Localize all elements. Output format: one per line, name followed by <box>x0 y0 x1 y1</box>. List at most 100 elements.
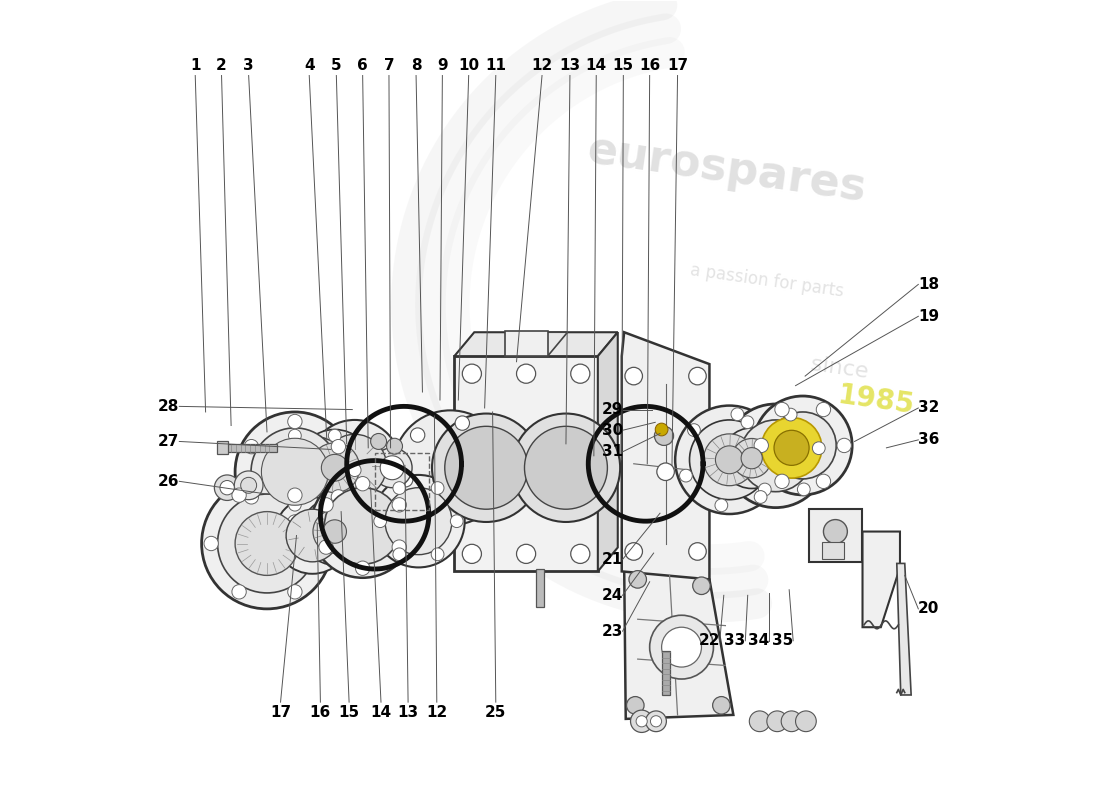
Circle shape <box>331 439 345 454</box>
Bar <box>505 330 548 356</box>
Polygon shape <box>454 332 618 356</box>
Text: 21: 21 <box>602 552 623 567</box>
Circle shape <box>657 463 674 481</box>
Circle shape <box>689 367 706 385</box>
Circle shape <box>393 410 508 525</box>
Circle shape <box>636 716 647 727</box>
Bar <box>217 442 228 454</box>
Circle shape <box>431 506 446 520</box>
Text: 13: 13 <box>560 58 581 73</box>
Circle shape <box>769 412 836 479</box>
Circle shape <box>715 446 744 474</box>
Circle shape <box>517 544 536 563</box>
Bar <box>822 542 844 559</box>
Circle shape <box>329 498 341 511</box>
Text: 2: 2 <box>217 58 227 73</box>
Circle shape <box>393 548 406 561</box>
Circle shape <box>755 438 769 453</box>
Circle shape <box>741 447 762 469</box>
Text: 17: 17 <box>270 705 292 720</box>
Circle shape <box>571 454 590 474</box>
Circle shape <box>784 408 798 421</box>
Text: 7: 7 <box>384 58 394 73</box>
Text: 24: 24 <box>602 588 623 603</box>
Polygon shape <box>505 332 568 356</box>
Text: 22: 22 <box>698 634 720 648</box>
Circle shape <box>755 490 767 503</box>
Circle shape <box>476 494 491 508</box>
Circle shape <box>487 449 503 463</box>
Text: 6: 6 <box>358 58 368 73</box>
Circle shape <box>732 438 771 478</box>
Circle shape <box>754 396 853 495</box>
Bar <box>314 529 337 558</box>
Polygon shape <box>810 510 861 562</box>
Circle shape <box>241 478 256 494</box>
Circle shape <box>319 540 333 554</box>
Circle shape <box>767 438 779 450</box>
Circle shape <box>517 364 536 383</box>
Text: 8: 8 <box>410 58 421 73</box>
Text: 19: 19 <box>918 309 939 324</box>
Circle shape <box>323 520 346 543</box>
Circle shape <box>625 367 642 385</box>
Text: 12: 12 <box>531 58 552 73</box>
Circle shape <box>297 430 373 506</box>
Circle shape <box>571 544 590 563</box>
Circle shape <box>235 512 299 575</box>
Circle shape <box>267 422 363 518</box>
Text: 33: 33 <box>724 634 746 648</box>
Circle shape <box>462 454 482 474</box>
Circle shape <box>385 488 452 554</box>
Circle shape <box>656 423 668 436</box>
Circle shape <box>689 542 706 560</box>
Text: 16: 16 <box>639 58 660 73</box>
Circle shape <box>654 426 673 446</box>
Circle shape <box>431 482 444 494</box>
Polygon shape <box>624 563 734 719</box>
Text: 36: 36 <box>918 432 939 447</box>
Text: 12: 12 <box>426 705 448 720</box>
Circle shape <box>774 474 789 489</box>
Text: 5: 5 <box>331 58 342 73</box>
Circle shape <box>288 488 302 502</box>
Bar <box>454 356 597 571</box>
Circle shape <box>795 711 816 732</box>
Text: 1985: 1985 <box>836 381 916 419</box>
Circle shape <box>301 498 368 565</box>
Text: 18: 18 <box>918 277 939 292</box>
Circle shape <box>741 416 754 429</box>
Circle shape <box>381 456 404 480</box>
Circle shape <box>630 710 652 733</box>
Bar <box>375 453 429 510</box>
Circle shape <box>724 404 827 508</box>
Text: 34: 34 <box>748 634 770 648</box>
Circle shape <box>235 412 354 531</box>
Circle shape <box>201 478 332 609</box>
Circle shape <box>444 426 528 510</box>
Circle shape <box>386 438 403 454</box>
Circle shape <box>431 548 444 561</box>
Bar <box>537 569 544 607</box>
Circle shape <box>311 474 415 578</box>
Circle shape <box>251 428 339 515</box>
Circle shape <box>824 519 847 543</box>
Circle shape <box>781 711 802 732</box>
Circle shape <box>767 711 788 732</box>
Circle shape <box>319 498 333 512</box>
Circle shape <box>774 430 810 466</box>
Polygon shape <box>862 531 900 627</box>
Circle shape <box>410 428 425 442</box>
Text: 29: 29 <box>602 402 623 417</box>
Circle shape <box>837 438 851 453</box>
Text: 13: 13 <box>397 705 419 720</box>
Circle shape <box>232 488 246 502</box>
Circle shape <box>816 474 831 489</box>
Circle shape <box>450 515 463 527</box>
Circle shape <box>462 364 482 383</box>
Circle shape <box>462 544 482 563</box>
Circle shape <box>398 473 412 487</box>
Circle shape <box>321 454 348 481</box>
Circle shape <box>739 420 812 492</box>
Circle shape <box>650 716 661 727</box>
